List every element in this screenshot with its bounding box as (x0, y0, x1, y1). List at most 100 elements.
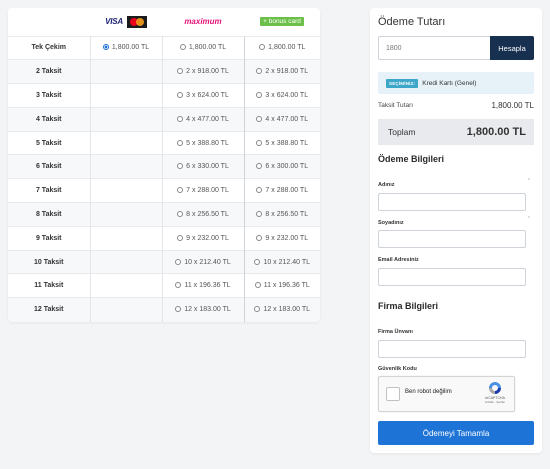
surname-field[interactable] (378, 230, 526, 248)
complete-payment-button[interactable]: Ödemeyi Tamamla (378, 421, 534, 445)
radio-button[interactable] (175, 282, 182, 289)
installment-option-cell[interactable]: 10 x 212.40 TL (161, 249, 244, 274)
installment-option-cell[interactable]: 4 x 477.00 TL (161, 106, 244, 132)
radio-button[interactable] (259, 44, 266, 51)
recaptcha-logo: reCAPTCHA Gizlilik - Şartlar (481, 381, 509, 404)
radio-button[interactable] (177, 187, 184, 194)
installment-count-label: 7 Taksit (8, 178, 90, 203)
radio-button[interactable] (177, 139, 184, 146)
name-required-mark: * (528, 178, 530, 184)
surname-required-mark: * (528, 216, 530, 222)
recaptcha-brand: reCAPTCHA (485, 396, 505, 400)
radio-button[interactable] (256, 163, 263, 170)
installment-option-cell[interactable]: 7 x 288.00 TL (243, 178, 320, 203)
installment-option-value: 3 x 624.00 TL (186, 91, 229, 99)
installment-option-cell (89, 130, 162, 155)
radio-button[interactable] (177, 115, 184, 122)
installment-option-value: 1,800.00 TL (111, 44, 150, 52)
installment-option-cell[interactable]: 8 x 256.50 TL (243, 202, 320, 227)
mastercard-icon (126, 15, 147, 28)
radio-button[interactable] (256, 139, 263, 146)
recaptcha-text: Ben robot değilim (405, 389, 452, 395)
installment-count-label: Tek Çekim (8, 35, 90, 60)
installment-option-cell (89, 178, 162, 203)
total-row: Toplam 1,800.00 TL (378, 119, 534, 145)
installment-option-cell (89, 202, 162, 227)
installment-option-cell[interactable]: 10 x 212.40 TL (243, 249, 320, 274)
installment-option-cell[interactable]: 6 x 300.00 TL (243, 154, 320, 179)
radio-button[interactable] (256, 91, 263, 98)
brand-maximum: maximum (162, 8, 244, 36)
radio-button[interactable] (256, 210, 263, 217)
radio-button[interactable] (177, 163, 184, 170)
radio-button[interactable] (177, 234, 184, 241)
installment-option-cell[interactable]: 12 x 183.00 TL (161, 297, 244, 322)
amount-row: Hesapla (378, 36, 534, 60)
total-value: 1,800.00 TL (466, 126, 526, 138)
recaptcha-checkbox[interactable] (386, 387, 400, 401)
installment-option-cell[interactable]: 1,800.00 TL (243, 35, 320, 60)
radio-button[interactable] (179, 44, 186, 51)
installment-row: 5 Taksit 5 x 388.80 TL 5 x 388.80 TL (8, 130, 320, 155)
installment-amount-row: Taksit Tutarı 1,800.00 TL (378, 101, 534, 110)
installment-option-value: 12 x 183.00 TL (184, 306, 231, 314)
selected-payment-text: Kredi Kartı (Genel) (422, 79, 477, 87)
radio-button[interactable] (254, 258, 261, 265)
recaptcha-widget: Ben robot değilim reCAPTCHA Gizlilik - Ş… (378, 376, 515, 412)
amount-input[interactable] (378, 36, 490, 60)
installment-row: 9 Taksit 9 x 232.00 TL 9 x 232.00 TL (8, 225, 320, 251)
installment-option-cell[interactable]: 11 x 196.36 TL (161, 273, 244, 298)
radio-button[interactable] (256, 68, 263, 75)
radio-button[interactable] (177, 91, 184, 98)
radio-button[interactable] (256, 234, 263, 241)
installment-count-label: 3 Taksit (8, 83, 90, 108)
installment-option-cell[interactable]: 2 x 918.00 TL (243, 59, 320, 84)
radio-button[interactable] (177, 210, 184, 217)
radio-button[interactable] (256, 115, 263, 122)
installment-option-cell[interactable]: 11 x 196.36 TL (243, 273, 320, 298)
installment-option-cell (89, 83, 162, 108)
installment-option-value: 4 x 477.00 TL (186, 115, 229, 123)
installment-option-value: 10 x 212.40 TL (263, 258, 311, 266)
installment-option-value: 5 x 388.80 TL (186, 139, 229, 147)
radio-button[interactable] (256, 187, 263, 194)
installment-amount-value: 1,800.00 TL (491, 101, 534, 110)
radio-button[interactable] (254, 306, 261, 313)
installment-row: 8 Taksit 8 x 256.50 TL 8 x 256.50 TL (8, 202, 320, 227)
installment-option-cell[interactable]: 3 x 624.00 TL (243, 83, 320, 108)
installment-option-cell[interactable]: 12 x 183.00 TL (243, 297, 320, 322)
company-title-field[interactable] (378, 340, 526, 358)
installment-count-label: 9 Taksit (8, 225, 90, 251)
installment-option-value: 4 x 477.00 TL (265, 115, 309, 123)
installment-option-value: 7 x 288.00 TL (186, 187, 229, 195)
radio-button[interactable] (177, 68, 184, 75)
installment-option-cell[interactable]: 9 x 232.00 TL (243, 225, 320, 251)
installment-option-cell[interactable]: 4 x 477.00 TL (243, 106, 320, 132)
name-field[interactable] (378, 193, 526, 211)
radio-button[interactable] (102, 44, 109, 51)
radio-button[interactable] (254, 282, 261, 289)
calculate-button[interactable]: Hesapla (490, 36, 534, 60)
installment-option-cell[interactable]: 9 x 232.00 TL (161, 225, 244, 251)
radio-button[interactable] (175, 306, 182, 313)
installment-option-cell[interactable]: 5 x 388.80 TL (161, 130, 244, 155)
installment-option-value: 6 x 300.00 TL (265, 163, 309, 171)
installment-option-cell[interactable]: 1,800.00 TL (161, 35, 244, 60)
installment-option-cell[interactable]: 7 x 288.00 TL (161, 178, 244, 203)
billing-section-title: Ödeme Bilgileri (378, 154, 445, 164)
maximum-logo: maximum (184, 17, 222, 27)
recaptcha-links[interactable]: Gizlilik - Şartlar (484, 400, 506, 404)
installment-option-cell (89, 249, 162, 274)
installment-option-cell[interactable]: 5 x 388.80 TL (243, 130, 320, 155)
installment-option-cell[interactable]: 1,800.00 TL (89, 35, 162, 60)
installment-option-cell[interactable]: 6 x 330.00 TL (161, 154, 244, 179)
installment-count-label: 11 Taksit (8, 273, 90, 298)
selected-payment-box: SEÇİMİNİZ: Kredi Kartı (Genel) (378, 72, 534, 94)
email-field[interactable] (378, 268, 526, 286)
radio-button[interactable] (175, 258, 182, 265)
installment-option-cell (89, 297, 162, 322)
installment-option-cell[interactable]: 2 x 918.00 TL (161, 59, 244, 84)
installment-option-cell[interactable]: 3 x 624.00 TL (161, 83, 244, 108)
installment-option-cell[interactable]: 8 x 256.50 TL (161, 202, 244, 227)
payment-amount-title: Ödeme Tutarı (378, 16, 446, 28)
